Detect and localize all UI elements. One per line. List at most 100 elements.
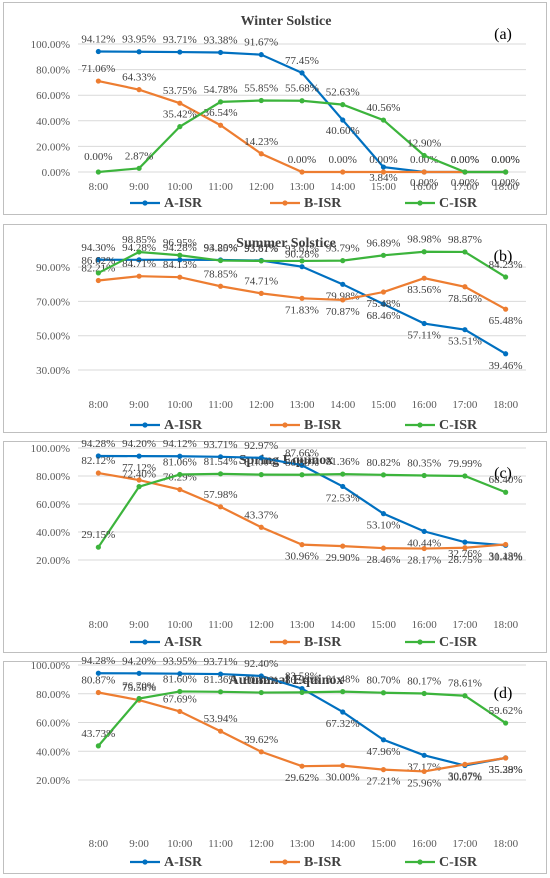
data-label: 98.87% xyxy=(448,234,482,246)
data-point xyxy=(421,528,427,534)
data-point xyxy=(258,258,264,264)
data-point xyxy=(136,453,142,459)
x-tick-label: 17:00 xyxy=(452,838,478,850)
data-point xyxy=(421,249,427,255)
data-label: 0.00% xyxy=(451,154,479,166)
data-label: 35.38% xyxy=(489,764,523,776)
data-point xyxy=(380,169,387,175)
data-label: 27.21% xyxy=(366,776,400,788)
data-label: 94.30% xyxy=(81,242,115,254)
data-label: 40.44% xyxy=(407,537,441,549)
data-label: 0.00% xyxy=(491,154,519,166)
data-point xyxy=(340,102,346,108)
series-a-isr: 94.28% 94.20% 93.95% 93.71% 92.40% 83.58% 67.3… xyxy=(81,655,522,783)
legend-entry: A-ISR xyxy=(130,635,203,650)
data-label: 30.00% xyxy=(326,772,360,784)
data-label: 57.11% xyxy=(407,330,441,342)
chart-panel-2: 30.00% 50.00% 70.00% 90.00% 8:00 9:00 10:00 11:… xyxy=(3,224,547,433)
panel-label: (a) xyxy=(494,26,512,43)
data-point xyxy=(136,49,142,55)
data-point xyxy=(380,767,387,773)
panel-label: (b) xyxy=(494,248,513,265)
data-point xyxy=(421,472,427,479)
data-label: 39.62% xyxy=(244,734,278,746)
data-label: 86.62% xyxy=(81,255,115,267)
data-point xyxy=(136,165,142,171)
data-point xyxy=(177,257,183,263)
series-a-isr: 94.12% 93.95% 93.71% 93.38% 91.67% 77.45% 40.6… xyxy=(81,34,519,189)
legend-entry: C-ISR xyxy=(405,635,478,650)
data-label: 71.06% xyxy=(81,63,115,75)
data-label: 2.87% xyxy=(125,150,153,162)
data-point xyxy=(299,462,305,468)
data-label: 53.94% xyxy=(204,713,238,725)
data-point xyxy=(217,471,224,477)
data-point xyxy=(258,689,264,696)
x-tick-label: 11:00 xyxy=(208,181,233,193)
legend-label: C-ISR xyxy=(439,635,478,650)
y-tick-label: 100.00% xyxy=(31,660,70,672)
data-point xyxy=(177,486,183,493)
y-tick-label: 60.00% xyxy=(36,90,70,102)
data-label: 28.17% xyxy=(407,555,441,567)
data-point xyxy=(462,473,468,479)
data-label: 80.94% xyxy=(285,674,319,686)
data-point xyxy=(299,689,305,695)
data-point xyxy=(95,670,101,676)
data-label: 74.71% xyxy=(244,275,278,287)
data-label: 90.28% xyxy=(285,249,319,261)
data-point xyxy=(95,277,101,284)
data-point xyxy=(340,169,346,175)
series-c-isr: 29.15% 72.40% 81.06% 81.54% 81.00% 80.88% 81.3… xyxy=(81,456,523,550)
panel-label: (c) xyxy=(494,465,512,482)
data-label: 31.13% xyxy=(489,550,523,562)
data-point xyxy=(136,257,142,263)
x-tick-label: 16:00 xyxy=(412,399,438,411)
data-point xyxy=(177,274,183,280)
y-tick-label: 40.00% xyxy=(36,116,70,128)
series-c-isr: 86.62% 98.85% 96.95% 93.85% 93.61% 93.61% 93.7… xyxy=(81,234,523,280)
data-label: 68.46% xyxy=(366,310,400,322)
data-label: 93.38% xyxy=(204,34,238,46)
panel-label: (d) xyxy=(494,685,513,702)
data-point xyxy=(340,471,346,477)
y-tick-label: 40.00% xyxy=(36,527,70,539)
data-label: 28.46% xyxy=(366,554,400,566)
data-label: 94.28% xyxy=(163,242,197,254)
legend-marker xyxy=(417,200,423,206)
data-point xyxy=(462,249,468,255)
data-point xyxy=(258,151,264,157)
legend-marker xyxy=(282,859,288,865)
legend-label: A-ISR xyxy=(164,635,203,650)
legend-label: C-ISR xyxy=(439,418,478,433)
data-label: 35.42% xyxy=(163,109,197,121)
series-a-isr: 94.30% 94.28% 94.28% 94.20% 93.87%90.28%79.9… xyxy=(81,242,522,372)
data-point xyxy=(95,169,101,175)
data-label: 80.82% xyxy=(244,675,278,687)
data-label: 81.36% xyxy=(326,456,360,468)
data-label: 0.00% xyxy=(329,154,357,166)
data-label: 55.85% xyxy=(244,83,278,95)
data-label: 40.56% xyxy=(366,102,400,114)
data-label: 93.85% xyxy=(204,243,238,255)
data-point xyxy=(299,169,305,175)
data-point xyxy=(421,545,427,552)
data-point xyxy=(462,169,468,175)
x-tick-label: 16:00 xyxy=(412,181,438,193)
data-label: 80.70% xyxy=(366,675,400,687)
data-point xyxy=(380,117,387,123)
data-label: 96.95% xyxy=(163,237,197,249)
data-label: 29.62% xyxy=(285,772,319,784)
y-tick-label: 100.00% xyxy=(31,443,70,455)
data-point xyxy=(177,471,183,478)
data-label: 93.79% xyxy=(326,243,360,255)
data-label: 94.28% xyxy=(81,438,115,450)
y-tick-label: 30.00% xyxy=(36,365,70,377)
legend-marker xyxy=(417,859,423,865)
data-label: 0.00% xyxy=(491,154,519,166)
series-c-isr: 0.00% 2.87% 35.42% 54.78% 55.85% 55.68% 52.63%… xyxy=(84,83,520,175)
legend-marker xyxy=(142,639,148,645)
series-a-isr: 94.28% 94.20% 94.12% 93.71% 92.97% 87.66% 72.5… xyxy=(81,438,522,563)
data-label: 68.40% xyxy=(489,474,523,486)
